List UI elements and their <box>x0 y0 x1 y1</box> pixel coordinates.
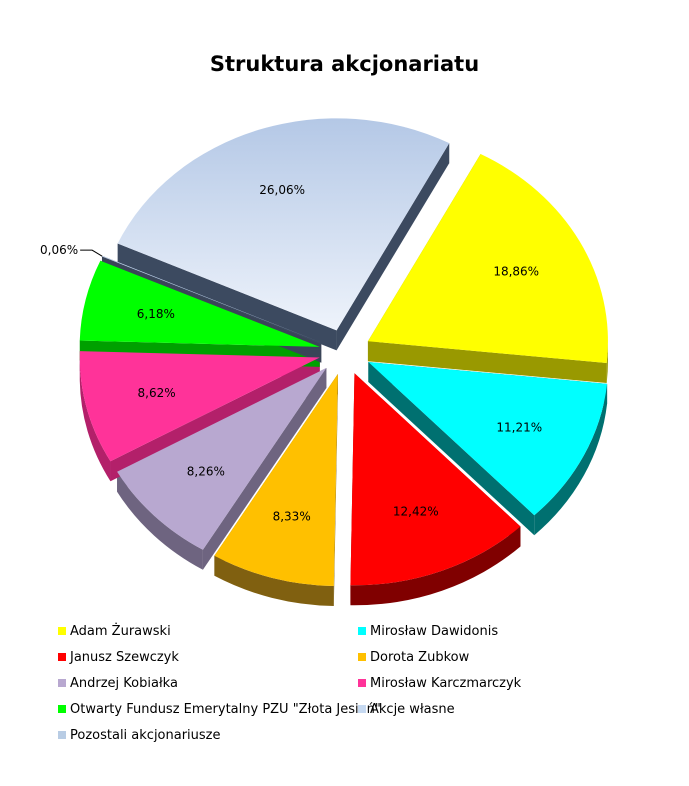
legend-label: Adam Żurawski <box>70 624 171 639</box>
pie-slice-adam-zurawski <box>367 154 608 364</box>
legend-item-miroslaw-dawidonis: Mirosław Dawidonis <box>358 624 498 639</box>
legend-item-janusz-szewczyk: Janusz Szewczyk <box>58 650 179 665</box>
data-label-andrzej-kobialka: 8,26% <box>187 464 225 478</box>
data-label-dorota-zubkow: 8,33% <box>273 510 311 524</box>
pie-slice-dorota-zubkow <box>214 373 338 586</box>
legend-label: Mirosław Dawidonis <box>370 624 499 639</box>
legend-swatch <box>358 652 366 661</box>
legend-label: Akcje własne <box>370 702 455 717</box>
pie-slice-janusz-szewczyk <box>350 373 521 586</box>
legend-label: Andrzej Kobiałka <box>70 676 178 691</box>
legend-item-otwarty-fundusz-emerytalny-pzu-zlota-jesien: Otwarty Fundusz Emerytalny PZU "Złota Je… <box>58 702 381 717</box>
legend-swatch <box>58 652 66 661</box>
legend-item-pozostali-akcjonariusze: Pozostali akcjonariusze <box>58 728 221 743</box>
leader-line-akcje-wlasne <box>80 249 103 257</box>
legend-swatch <box>58 704 66 713</box>
legend-swatch <box>58 678 66 687</box>
data-label-akcje-wlasne: 0,06% <box>40 243 78 257</box>
chart-title: Struktura akcjonariatu <box>209 52 480 76</box>
legend-item-dorota-zubkow: Dorota Zubkow <box>358 650 469 665</box>
pie-slice-pozostali-akcjonariusze <box>117 118 450 331</box>
legend-label: Janusz Szewczyk <box>70 650 179 665</box>
legend-item-adam-zurawski: Adam Żurawski <box>58 624 171 639</box>
pie-slice-otwarty-fundusz-emerytalny-pzu-zlota-jesien <box>79 260 320 347</box>
data-label-pozostali-akcjonariusze: 26,06% <box>259 183 305 197</box>
data-label-janusz-szewczyk: 12,42% <box>393 504 439 518</box>
legend-swatch <box>58 626 66 635</box>
legend-swatch <box>58 730 66 739</box>
data-label-miroslaw-dawidonis: 11,21% <box>496 420 542 434</box>
legend-item-miroslaw-karczmarczyk: Mirosław Karczmarczyk <box>358 676 521 691</box>
data-label-miroslaw-karczmarczyk: 8,62% <box>138 386 176 400</box>
legend-swatch <box>358 704 366 713</box>
legend-swatch <box>358 626 366 635</box>
pie-slice-side-pozostali-akcjonariusze <box>117 143 450 351</box>
legend-item-andrzej-kobialka: Andrzej Kobiałka <box>58 676 178 691</box>
pie-slice-miroslaw-karczmarczyk <box>79 351 320 462</box>
data-label-adam-zurawski: 18,86% <box>493 264 539 278</box>
data-label-otwarty-fundusz-emerytalny-pzu-zlota-jesien: 6,18% <box>137 307 175 321</box>
legend-swatch <box>358 678 366 687</box>
pie-slice-miroslaw-dawidonis <box>368 362 608 516</box>
legend-label: Mirosław Karczmarczyk <box>370 676 522 691</box>
pie-slice-andrzej-kobialka <box>117 367 327 550</box>
legend-label: Dorota Zubkow <box>370 650 470 665</box>
pie-slice-akcje-wlasne <box>101 255 322 343</box>
legend-item-akcje-wlasne: Akcje własne <box>358 702 455 717</box>
legend-label: Otwarty Fundusz Emerytalny PZU "Złota Je… <box>70 702 381 717</box>
legend-label: Pozostali akcjonariusze <box>70 728 221 743</box>
